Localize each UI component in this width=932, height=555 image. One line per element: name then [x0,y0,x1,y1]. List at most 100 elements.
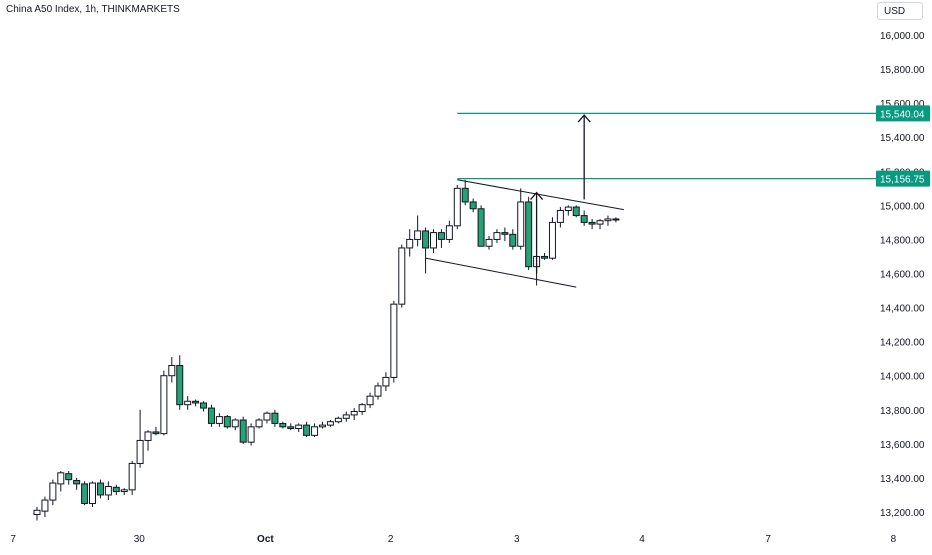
candle [414,215,422,247]
candle [382,372,390,392]
y-tick-label: 14,400.00 [880,304,925,315]
candle-body [477,208,485,247]
candle [184,396,192,410]
y-tick-label: 15,000.00 [880,201,925,212]
candle [461,179,469,206]
x-tick-label: 30 [134,534,146,545]
x-tick-label: 4 [639,534,645,545]
arrow-head [530,191,544,201]
candle-body [112,486,120,493]
y-tick-label: 14,800.00 [880,235,925,246]
candle-body [525,201,533,268]
horizontal-levels [457,112,876,180]
candle [279,421,287,429]
candle-body [287,426,295,430]
candle-body [271,412,279,424]
candle [255,418,263,429]
candle [49,479,57,506]
candle-body [612,218,620,221]
candle [104,481,112,501]
candle [128,460,136,495]
candle-body [152,431,160,435]
candle-body [104,485,112,496]
candle-body [231,419,239,428]
candle-body [128,462,136,491]
candle-body [57,472,65,485]
candle [287,423,295,431]
candle [469,198,477,213]
candle-body [350,410,358,416]
up-arrow[interactable] [577,114,591,200]
candle [326,420,334,427]
level-label-text: 15,156.75 [880,175,925,186]
level-labels: 15,540.04 15,156.75 [876,105,930,187]
candle [501,227,509,242]
candle [81,481,89,506]
y-tick-label: 15,800.00 [880,65,925,76]
candle [215,413,223,427]
candle-body [136,439,144,464]
candle [247,423,255,446]
candle-body [215,416,223,424]
candle [192,399,200,407]
candle-body [548,221,556,259]
candle [271,409,279,427]
candle-body [207,407,215,424]
candle-body [239,419,247,443]
candle [96,479,104,499]
candle [144,430,152,451]
x-tick-label: 8 [891,534,897,545]
candle-body [414,230,422,240]
candle [422,227,430,274]
symbol-title: China A50 Index, 1h, THINKMARKETS [6,4,180,15]
candle-body [263,412,271,421]
candle-body [326,421,334,426]
candle-body [96,482,104,496]
candle-body [572,206,580,217]
candle [580,210,588,226]
candle-body [200,402,208,409]
candle-body [501,232,509,235]
candle-body [564,206,572,211]
candle-body [303,424,311,436]
candle [120,488,128,495]
x-tick-label: 3 [514,534,520,545]
candle-body [176,364,184,406]
candle [366,392,374,409]
candle [477,205,485,247]
y-tick-label: 16,000.00 [880,31,925,42]
candle [342,411,350,422]
candle-body [247,426,255,443]
candle-body [461,187,469,203]
channel-trendline[interactable] [425,257,577,288]
trendlines [425,179,624,288]
channel-trendline[interactable] [457,179,624,211]
candle-body [382,376,390,387]
candle-body [469,201,477,210]
candle [295,423,303,432]
candle-body [318,424,326,428]
level-label-bg [876,170,930,187]
candle [493,229,501,243]
candle-body [437,232,445,240]
candle-body [358,404,366,412]
candle [303,421,311,438]
candle-body [311,426,319,436]
currency-selector[interactable]: USD [877,2,923,20]
candle-body [184,400,192,406]
candle-body [334,417,342,423]
candle [556,207,564,228]
candle-body [406,238,414,249]
arrows [530,114,591,274]
up-arrow[interactable] [530,191,544,274]
candle-body [580,215,588,223]
candle [263,411,271,424]
candle [231,418,239,431]
level-label-bg [876,105,930,122]
level-price-label: 15,156.75 [876,170,930,187]
y-tick-label: 13,600.00 [880,440,925,451]
candle [176,355,184,410]
x-tick-label: Oct [257,534,274,545]
